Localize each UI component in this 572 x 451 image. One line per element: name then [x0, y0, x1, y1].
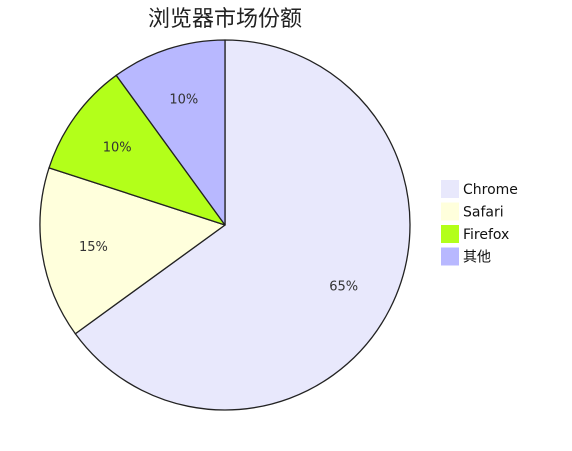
pie-slice-4: [115, 39, 226, 226]
legend-swatch-2: [441, 202, 459, 221]
legend-swatch-1: [441, 180, 459, 198]
pie-slice-1: [74, 39, 411, 411]
legend-swatch-3: [441, 225, 459, 243]
legend-swatch-4: [441, 247, 459, 266]
pie-slice-3: [48, 74, 226, 226]
legend-label-4: 其他: [463, 250, 491, 266]
slice-labels: 65% 15% 10% 10%: [79, 92, 358, 294]
slice-label-2: 15%: [79, 240, 108, 255]
legend-label-1: Chrome: [463, 182, 518, 198]
slice-label-1: 65%: [329, 280, 358, 295]
pie-slice-2: [39, 167, 226, 335]
slice-label-4: 10%: [169, 92, 198, 107]
legend-label-3: Firefox: [463, 227, 509, 243]
chart-title: 浏览器市场份额: [148, 7, 302, 32]
legend: Chrome Safari Firefox 其他: [441, 180, 518, 266]
pie-slices: [39, 39, 411, 411]
legend-label-2: Safari: [463, 205, 504, 221]
slice-label-3: 10%: [103, 141, 132, 156]
